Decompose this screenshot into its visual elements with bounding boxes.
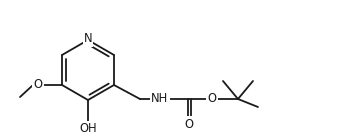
- Text: NH: NH: [152, 92, 169, 105]
- Text: OH: OH: [79, 123, 97, 136]
- Text: O: O: [34, 79, 42, 91]
- Text: O: O: [207, 92, 217, 105]
- Text: O: O: [184, 117, 194, 131]
- Text: N: N: [84, 33, 92, 46]
